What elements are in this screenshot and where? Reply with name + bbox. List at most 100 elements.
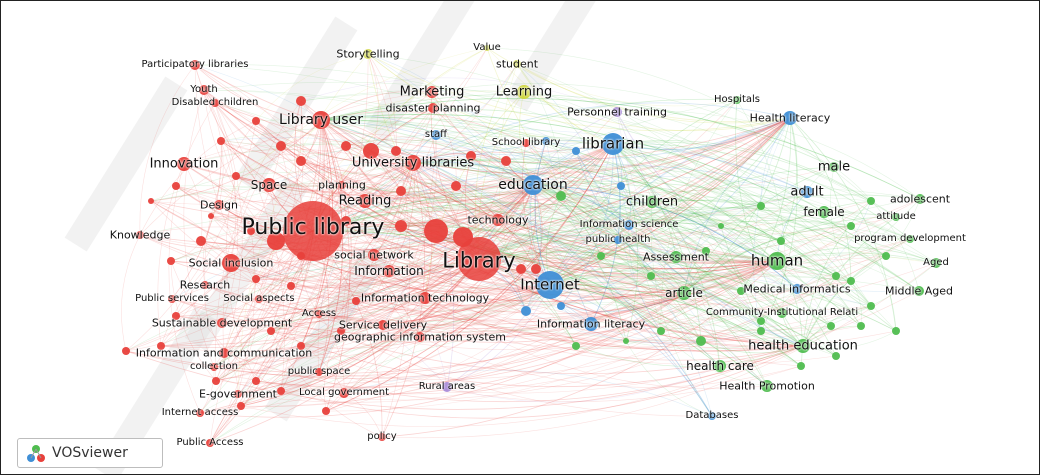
edge-line: [237, 258, 480, 395]
edge-line: [320, 119, 619, 241]
edge-line: [395, 150, 897, 236]
edge-line: [237, 290, 742, 403]
edge-line: [318, 119, 344, 373]
edge-line: [213, 117, 791, 368]
edge-line: [325, 225, 852, 412]
edge-line: [295, 100, 302, 162]
edge-line: [255, 162, 414, 280]
edge-line: [736, 99, 786, 314]
edge-line: [214, 102, 630, 227]
edge-line: [209, 100, 304, 444]
node-label: E-government: [199, 387, 277, 401]
edge-line: [270, 320, 421, 338]
edge-line: [300, 92, 825, 213]
edge-line: [160, 199, 762, 347]
edge-line: [486, 47, 872, 202]
edge-line: [203, 89, 366, 202]
edge-line: [318, 134, 437, 315]
node-label: policy: [367, 431, 397, 442]
edge-line: [612, 117, 791, 150]
node-label: Public library: [241, 215, 385, 240]
node-circle: [492, 214, 504, 226]
edge-line: [497, 219, 872, 311]
node-label: staff: [424, 129, 448, 140]
edge-line: [221, 284, 551, 337]
node-circle: [517, 85, 531, 99]
edge-line: [194, 64, 614, 153]
edge-line: [789, 117, 897, 332]
node-circle: [211, 99, 219, 107]
watermark-stripe: [184, 176, 308, 352]
edge-line: [412, 153, 622, 187]
node-label: Middle Aged: [884, 284, 954, 298]
edge-line: [150, 200, 421, 338]
edge-line: [204, 260, 778, 326]
edge-line: [300, 345, 345, 394]
edge-line: [345, 138, 472, 157]
edge-line: [381, 262, 937, 439]
edge-line: [446, 284, 551, 388]
node-label: Aged: [923, 257, 949, 268]
node-label: disaster planning: [385, 101, 481, 115]
edge-line: [268, 143, 614, 200]
edge-line: [525, 310, 762, 344]
edge-line: [270, 330, 383, 438]
node-circle: [777, 308, 787, 318]
edge-line: [412, 162, 783, 314]
edge-line: [616, 110, 921, 200]
edge-line: [318, 238, 911, 380]
edge-line: [237, 224, 630, 395]
nodes: [122, 45, 941, 447]
edge-line: [364, 200, 778, 275]
edge-line: [240, 275, 652, 407]
node-circle: [196, 236, 206, 246]
edge-line: [532, 184, 778, 262]
edge-line: [237, 53, 369, 395]
node-circle: [457, 237, 501, 281]
node-circle: [395, 220, 407, 232]
edge-line: [255, 237, 782, 382]
node-circle: [857, 322, 865, 330]
edge-line: [209, 270, 390, 444]
edge-line: [210, 215, 357, 302]
node-label: program development: [854, 233, 966, 244]
edge-line: [549, 272, 897, 332]
edge-line: [612, 143, 677, 258]
edge-line: [560, 143, 614, 307]
edge-line: [486, 47, 791, 122]
edge-line: [616, 111, 778, 262]
node-circle: [168, 295, 176, 303]
edge-line: [545, 140, 662, 332]
edge-line: [215, 162, 414, 382]
edge-line: [320, 119, 551, 286]
node-circle: [252, 117, 260, 125]
edge-line: [213, 185, 622, 368]
edge-line: [223, 278, 257, 354]
edge-line: [320, 115, 437, 136]
edge-line: [209, 300, 357, 444]
edge-line: [651, 201, 778, 262]
edge-line: [432, 107, 457, 187]
edge-line: [660, 330, 768, 387]
node-circle: [523, 175, 543, 195]
node-circle: [832, 272, 840, 280]
edge-line: [255, 260, 778, 388]
edge-line: [203, 89, 832, 327]
watermark-stripe: [264, 246, 388, 422]
edge-line: [160, 145, 282, 347]
edge-line: [367, 53, 379, 152]
node-label: health care: [686, 359, 754, 373]
edge-line: [240, 325, 832, 427]
edge-line: [532, 184, 798, 290]
edge-line: [612, 143, 639, 342]
node-circle: [337, 327, 345, 335]
node-circle: [647, 272, 655, 280]
node-circle: [614, 236, 622, 244]
edge-line: [320, 93, 835, 168]
node-label: Information: [354, 264, 424, 278]
edge-line: [486, 47, 685, 294]
edge-line: [318, 238, 911, 337]
edge-line: [532, 184, 798, 290]
edge-line: [545, 140, 662, 332]
